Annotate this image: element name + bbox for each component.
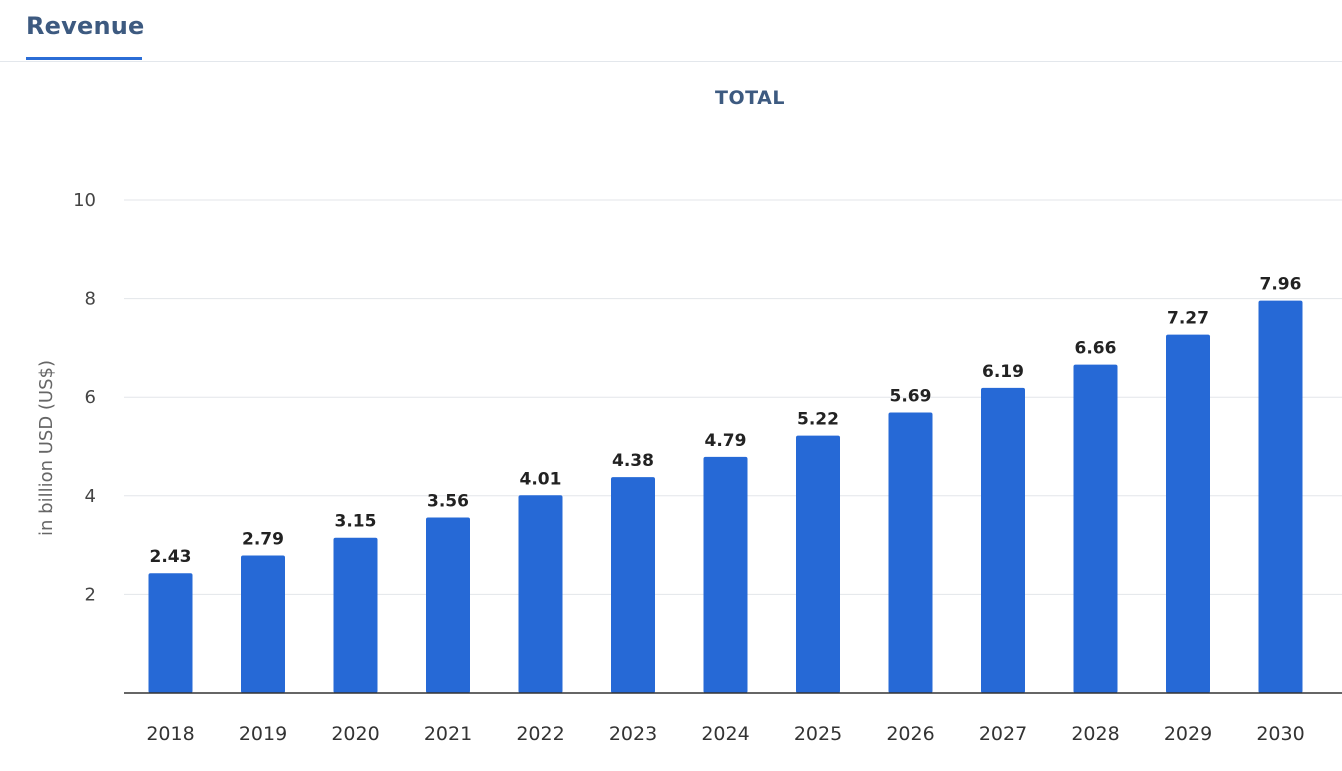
bar-2029[interactable]	[1166, 334, 1210, 693]
bar-2030[interactable]	[1258, 300, 1303, 693]
bar-2021[interactable]	[426, 517, 470, 693]
y-tick-label: 6	[85, 387, 96, 408]
x-tick-labels: 2018 2019 2020 2021 2022 2023 2024 2025 2026 2027…	[146, 723, 1304, 745]
grid-lines	[124, 199, 1342, 595]
x-tick-label-2021: 2021	[424, 723, 472, 745]
y-tick-label: 4	[85, 486, 96, 507]
tab-revenue[interactable]: Revenue	[26, 12, 145, 40]
x-tick-label-2030: 2030	[1256, 723, 1304, 745]
value-label-2018: 2.43	[150, 547, 192, 567]
x-tick-label-2027: 2027	[979, 723, 1027, 745]
y-axis-label: in billion USD (US$)	[36, 360, 57, 536]
value-label-2026: 5.69	[890, 386, 932, 406]
bar-2024[interactable]	[703, 456, 748, 693]
x-tick-label-2026: 2026	[886, 723, 934, 745]
x-tick-label-2028: 2028	[1071, 723, 1119, 745]
bar-2025[interactable]	[796, 435, 840, 693]
x-tick-label-2020: 2020	[331, 723, 379, 745]
x-tick-label-2025: 2025	[794, 723, 842, 745]
bar-2019[interactable]	[241, 555, 285, 693]
y-tick-label: 2	[85, 584, 96, 605]
value-label-2023: 4.38	[612, 451, 654, 471]
value-label-2030: 7.96	[1260, 275, 1302, 295]
active-tab-indicator	[26, 57, 142, 60]
bar-2020[interactable]	[333, 537, 378, 693]
value-label-2028: 6.66	[1075, 339, 1117, 359]
bar-2023[interactable]	[611, 477, 655, 693]
value-label-2021: 3.56	[427, 491, 469, 511]
value-label-2025: 5.22	[797, 410, 839, 430]
value-label-2019: 2.79	[242, 529, 284, 549]
revenue-chart: TOTAL in billion USD (US$) 2 4 6 8 10 2.43 2.…	[0, 62, 1342, 766]
bar-2026[interactable]	[888, 412, 933, 693]
y-tick-label: 10	[73, 190, 96, 211]
value-label-2020: 3.15	[335, 512, 377, 532]
x-tick-label-2023: 2023	[609, 723, 657, 745]
x-tick-label-2022: 2022	[516, 723, 564, 745]
x-tick-label-2019: 2019	[239, 723, 287, 745]
tab-bar: Revenue	[0, 0, 1342, 62]
value-label-2029: 7.27	[1167, 309, 1209, 329]
y-tick-label: 8	[85, 289, 96, 310]
x-tick-label-2018: 2018	[146, 723, 194, 745]
value-label-2027: 6.19	[982, 362, 1024, 382]
value-label-2024: 4.79	[705, 431, 747, 451]
chart-title: TOTAL	[715, 87, 785, 109]
y-tick-labels: 2 4 6 8 10	[73, 190, 96, 605]
value-label-2022: 4.01	[520, 469, 562, 489]
bar-2022[interactable]	[518, 495, 563, 693]
bars	[148, 300, 1303, 693]
bar-2028[interactable]	[1073, 364, 1118, 693]
x-tick-label-2024: 2024	[701, 723, 749, 745]
x-tick-label-2029: 2029	[1164, 723, 1212, 745]
bar-2027[interactable]	[981, 387, 1025, 693]
value-labels: 2.43 2.79 3.15 3.56 4.01 4.38 4.79 5.22 5.69 6.19…	[150, 275, 1302, 568]
bar-2018[interactable]	[148, 573, 193, 693]
